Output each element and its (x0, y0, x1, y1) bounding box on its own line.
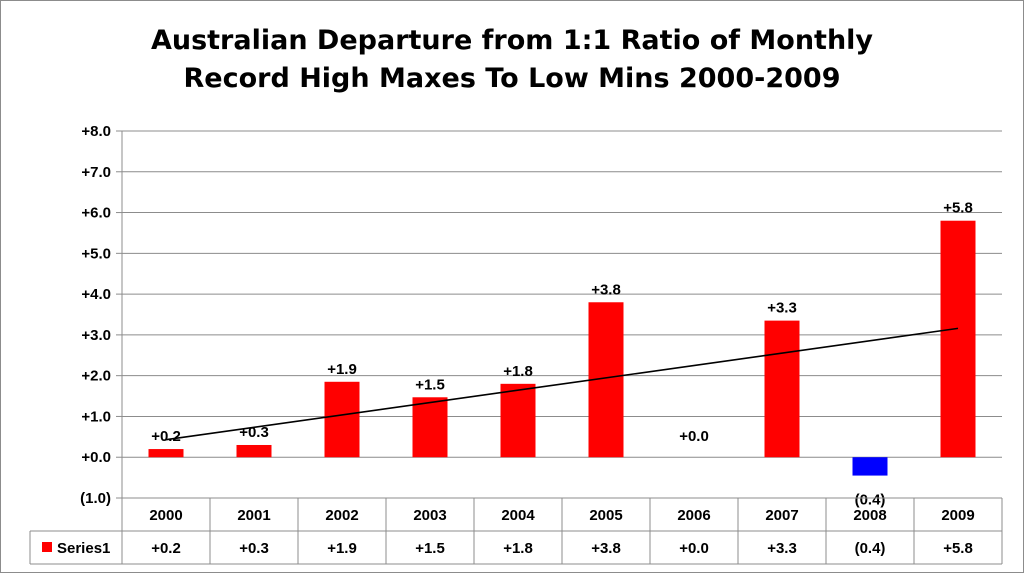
x-category-label: 2002 (325, 507, 358, 524)
bar (324, 381, 360, 458)
data-label: +0.3 (239, 424, 269, 441)
chart-title-line-1: Australian Departure from 1:1 Ratio of M… (150, 25, 874, 56)
y-tick-label: +2.0 (81, 368, 111, 385)
table-value-cell: +3.8 (591, 540, 621, 557)
table-value-cell: +0.2 (151, 540, 181, 557)
x-category-label: 2005 (589, 507, 622, 524)
data-label: (0.4) (855, 492, 886, 509)
x-category-label: 2001 (237, 507, 270, 524)
data-label: +3.8 (591, 281, 621, 298)
data-labels: +0.2 +0.3 +1.9 +1.5 +1.8 +3.8 +0.0 +3.3 (0.4) +5.… (151, 200, 973, 509)
x-category-label: 2007 (765, 507, 798, 524)
table-value-cell: +5.8 (943, 540, 973, 557)
bar (852, 457, 888, 476)
x-category-label: 2003 (413, 507, 446, 524)
data-label: +1.9 (327, 361, 357, 378)
x-category-label: 2000 (149, 507, 182, 524)
x-category-label: 2008 (853, 507, 886, 524)
y-tick-label: +0.0 (81, 449, 111, 466)
data-label: +3.3 (767, 300, 797, 317)
chart-title: Australian Departure from 1:1 Ratio of M… (0, 22, 1024, 98)
table-value-cell: +0.0 (679, 540, 709, 557)
bar (940, 220, 976, 458)
data-label: +5.8 (943, 200, 973, 217)
data-table: 2000 +0.2 2001 +0.3 2002 +1.9 2003 +1.5 2004 +1.8… (29, 497, 1003, 565)
bar (412, 397, 448, 458)
bar (236, 444, 272, 458)
trendline (165, 327, 959, 441)
y-tick-label: +1.0 (81, 408, 111, 425)
bar (148, 449, 184, 458)
y-tick-label: +6.0 (81, 205, 111, 222)
y-tick-label: (1.0) (80, 490, 111, 507)
y-tick-label: +5.0 (81, 245, 111, 262)
bar (500, 383, 536, 458)
trendline-group (165, 327, 959, 441)
table-value-cell: +0.3 (239, 540, 269, 557)
bars (148, 220, 976, 476)
table-value-cell: +3.3 (767, 540, 797, 557)
y-axis: (1.0) +0.0 +1.0 +2.0 +3.0 +4.0 +5.0 +6.0 +7.0 +8.… (80, 123, 123, 507)
x-category-label: 2006 (677, 507, 710, 524)
table-value-cell: +1.8 (503, 540, 533, 557)
x-category-label: 2009 (941, 507, 974, 524)
data-label: +1.8 (503, 363, 533, 380)
table-value-cell: +1.9 (327, 540, 357, 557)
table-value-cell: (0.4) (855, 540, 886, 557)
gridlines (122, 130, 1002, 458)
y-tick-label: +3.0 (81, 327, 111, 344)
data-label: +1.5 (415, 376, 445, 393)
y-tick-label: +7.0 (81, 164, 111, 181)
bar (764, 320, 800, 458)
x-category-label: 2004 (501, 507, 535, 524)
y-tick-label: +4.0 (81, 286, 111, 303)
data-label: +0.2 (151, 428, 181, 445)
legend-key (42, 542, 52, 552)
chart-title-line-2: Record High Maxes To Low Mins 2000-2009 (183, 63, 841, 94)
table-value-cell: +1.5 (415, 540, 445, 557)
y-tick-label: +8.0 (81, 123, 111, 140)
data-label: +0.0 (679, 428, 709, 445)
legend-label: Series1 (57, 540, 110, 557)
